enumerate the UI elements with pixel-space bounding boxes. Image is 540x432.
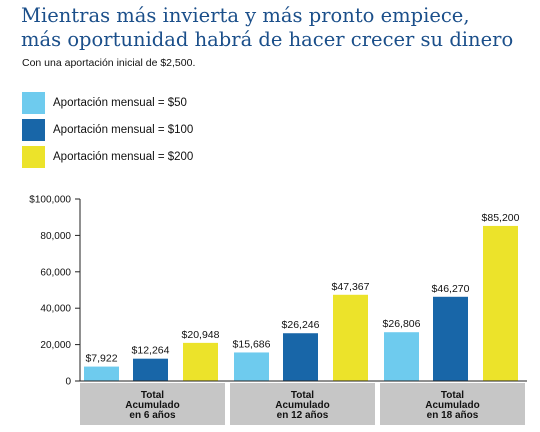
legend-label-50: Aportación mensual = $50 [53,97,187,109]
bar-s2-g2 [283,333,318,381]
y-tick-label-3: 60,000 [40,267,71,278]
data-label-s3-g1: $20,948 [182,329,220,341]
group-label-panel-3 [380,383,525,425]
bar-s3-g3 [483,225,518,381]
bar-s1-g3 [384,332,419,381]
bar-s2-g3 [433,296,468,381]
group-label-line: Acumulado [125,400,179,411]
data-label-s2-g2: $26,246 [282,319,320,331]
group-label-line: Total [291,390,314,401]
legend-label-100: Aportación mensual = $100 [53,124,194,136]
group-label-line: en 18 años [427,410,479,421]
data-label-s1-g2: $15,686 [233,338,271,350]
data-label-s1-g3: $26,806 [383,318,421,330]
y-tick-label-1: 20,000 [40,340,71,351]
legend-swatch-50 [22,92,45,114]
group-label-line: en 12 años [277,410,329,421]
y-tick-label-4: 80,000 [40,231,71,242]
bar-s3-g1 [183,342,218,381]
y-tick-label-2: 40,000 [40,304,71,315]
data-label-s3-g3: $85,200 [482,212,520,224]
legend-item-200: Aportación mensual = $200 [22,146,193,168]
bar-s1-g2 [234,352,269,381]
group-label-line: en 6 años [129,410,176,421]
chart-title: Mientras más invierta y más pronto empie… [21,4,513,52]
group-label-line: Acumulado [425,400,479,411]
data-label-s3-g2: $47,367 [332,281,370,293]
data-label-s2-g3: $46,270 [432,283,470,295]
legend-swatch-100 [22,119,45,141]
y-tick-label-5: $100,000 [29,195,71,206]
group-label-3: Total Acumulado en 18 años [425,390,479,421]
chart-subtitle: Con una aportación inicial de $2,500. [22,57,196,69]
legend-item-100: Aportación mensual = $100 [22,119,193,141]
chart-title-line-2: más oportunidad habrá de hacer crecer su… [21,28,514,51]
chart-title-line-1: Mientras más invierta y más pronto empie… [21,4,470,27]
data-label-s1-g1: $7,922 [85,353,117,365]
group-label-panel-1 [80,383,225,425]
bar-s3-g2 [333,294,368,381]
group-label-line: Total [441,390,464,401]
group-label-line: Acumulado [275,400,329,411]
data-label-s2-g1: $12,264 [132,345,170,357]
bar-s2-g1 [133,358,168,381]
bar-s1-g1 [84,366,119,381]
group-label-1: Total Acumulado en 6 años [125,390,179,421]
group-label-2: Total Acumulado en 12 años [275,390,329,421]
group-label-panel-2 [230,383,375,425]
y-tick-label-0: 0 [65,377,71,388]
legend-label-200: Aportación mensual = $200 [53,151,194,163]
legend-item-50: Aportación mensual = $50 [22,92,187,114]
legend-swatch-200 [22,146,45,168]
group-label-line: Total [141,390,164,401]
